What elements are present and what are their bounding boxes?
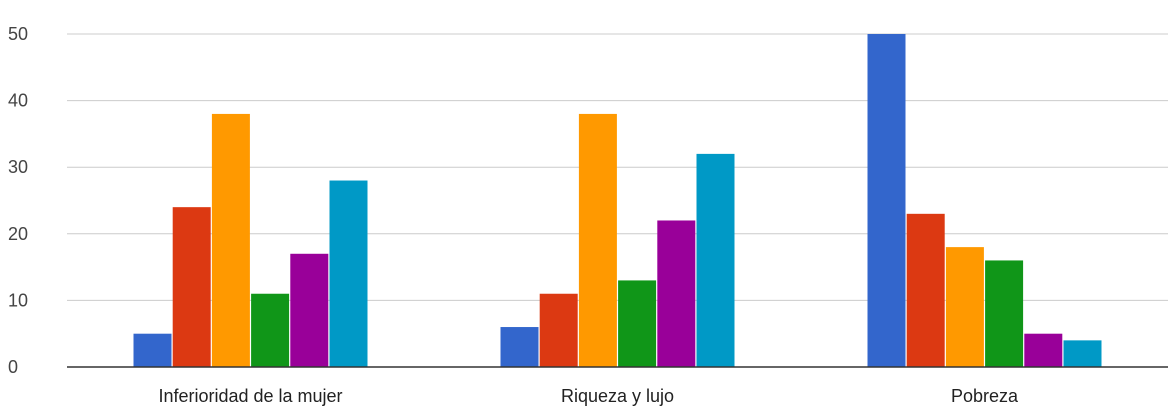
bar-series-4-cat-3 — [985, 260, 1024, 367]
bar-series-6-cat-3 — [1063, 340, 1102, 367]
bar-series-5-cat-1 — [290, 253, 329, 367]
x-category-label: Pobreza — [951, 386, 1019, 406]
bars — [133, 34, 1102, 367]
y-tick-label: 20 — [8, 224, 28, 244]
bar-series-6-cat-1 — [329, 180, 368, 367]
bar-series-1-cat-2 — [500, 327, 539, 367]
y-tick-label: 50 — [8, 24, 28, 44]
bar-series-3-cat-3 — [945, 247, 984, 367]
y-tick-label: 40 — [8, 91, 28, 111]
x-category-label: Inferioridad de la mujer — [158, 386, 342, 406]
gridlines — [67, 33, 1168, 301]
bar-series-1-cat-3 — [867, 34, 906, 367]
bar-series-5-cat-2 — [657, 220, 696, 367]
bar-series-3-cat-2 — [578, 113, 617, 367]
bar-series-4-cat-1 — [251, 293, 290, 367]
bar-series-5-cat-3 — [1024, 333, 1063, 367]
x-category-labels: Inferioridad de la mujer Riqueza y lujo Po… — [158, 386, 1019, 406]
y-tick-labels: 0 10 20 30 40 50 — [8, 24, 28, 377]
bar-series-4-cat-2 — [618, 280, 657, 367]
bar-series-6-cat-2 — [696, 153, 735, 367]
bar-series-3-cat-1 — [211, 113, 250, 367]
y-tick-label: 10 — [8, 290, 28, 310]
bar-series-2-cat-3 — [906, 213, 945, 367]
y-tick-label: 0 — [8, 357, 18, 377]
bar-series-2-cat-2 — [539, 293, 578, 367]
bar-series-2-cat-1 — [172, 207, 211, 367]
bar-series-1-cat-1 — [133, 333, 172, 367]
y-tick-label: 30 — [8, 157, 28, 177]
x-category-label: Riqueza y lujo — [561, 386, 674, 406]
